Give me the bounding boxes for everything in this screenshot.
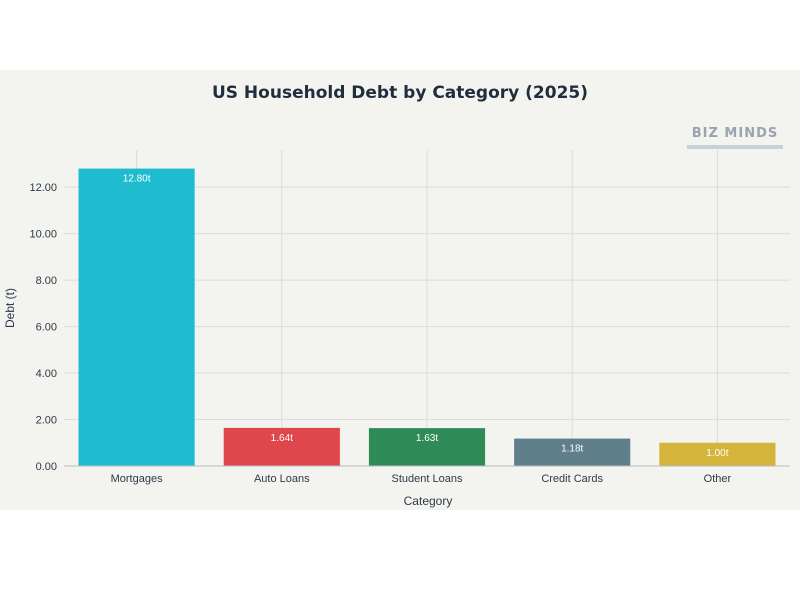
data-label: 12.80t (123, 174, 151, 185)
x-tick-label: Other (704, 473, 732, 485)
y-tick-label: 6.00 (36, 322, 57, 334)
y-tick-label: 2.00 (36, 415, 57, 427)
y-tick-label: 0.00 (36, 461, 57, 473)
data-label: 1.63t (416, 433, 438, 444)
chart-title: US Household Debt by Category (2025) (211, 83, 589, 103)
bar (223, 427, 340, 466)
bar (78, 168, 195, 466)
watermark-logo: BIZ MINDS (687, 124, 783, 152)
watermark-underline (687, 145, 783, 149)
data-labels: 12.80t 1.64t 1.63t 1.18t 1.00t (123, 174, 729, 459)
watermark-text: BIZ MINDS (691, 126, 779, 141)
x-tick-labels: Mortgages Auto Loans Student Loans Credit C… (111, 473, 732, 485)
x-axis-label: Category (404, 494, 453, 508)
x-tick-label: Auto Loans (254, 473, 310, 485)
x-tick-label: Credit Cards (541, 473, 603, 485)
bars (78, 168, 776, 466)
x-tick-label: Student Loans (392, 473, 463, 485)
bar (659, 442, 776, 466)
y-tick-label: 4.00 (36, 368, 57, 380)
data-label: 1.18t (561, 444, 583, 455)
y-tick-label: 8.00 (36, 275, 57, 287)
x-tick-label: Mortgages (111, 473, 163, 485)
y-tick-label: 12.00 (29, 182, 57, 194)
data-label: 1.64t (271, 433, 293, 444)
y-tick-labels: 0.00 2.00 4.00 6.00 8.00 10.00 12.00 (29, 182, 57, 473)
bar (514, 438, 631, 466)
bar (368, 428, 486, 466)
y-axis-label: Debt (t) (3, 288, 17, 328)
y-tick-label: 10.00 (29, 229, 57, 241)
data-label: 1.00t (706, 448, 728, 459)
